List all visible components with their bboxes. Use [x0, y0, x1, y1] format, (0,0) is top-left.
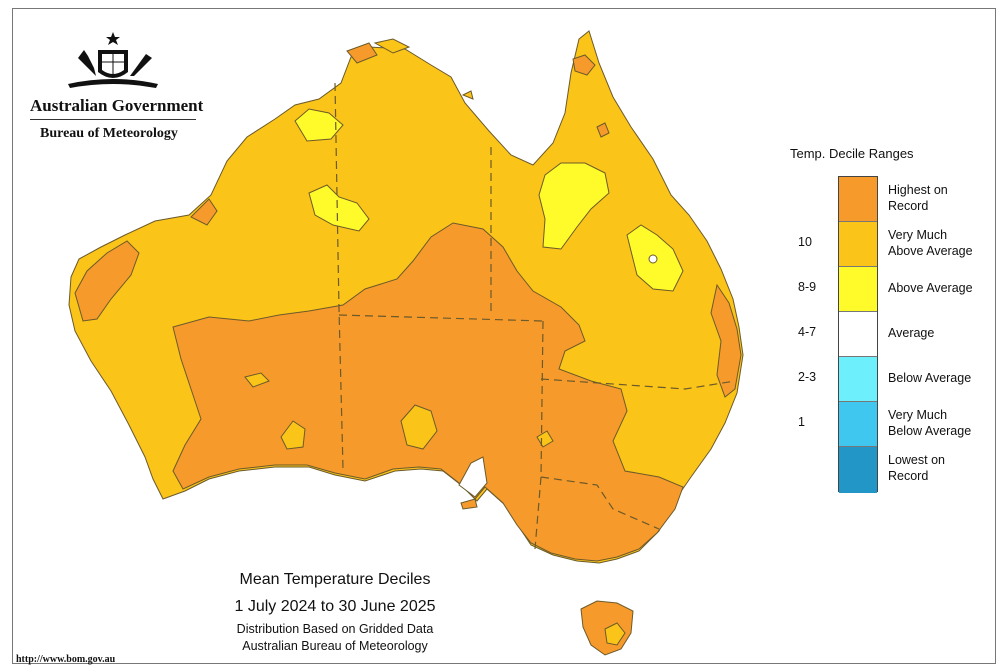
legend-swatch-0: [839, 177, 877, 222]
region-highest-cape: [572, 54, 596, 76]
legend-swatch-3: [839, 312, 877, 357]
legend-label-line2: Record: [888, 469, 929, 483]
legend-swatch-6: [839, 447, 877, 493]
map-frame: [12, 8, 996, 664]
melville-island: [373, 38, 411, 54]
legend-label-line2: Below Average: [888, 424, 972, 438]
region-vma-patch-4: [244, 372, 270, 388]
map-title: Mean Temperature Deciles: [239, 571, 431, 588]
legend-swatches: [838, 176, 878, 493]
kangaroo-island: [460, 498, 478, 510]
legend-range-2: 8-9: [798, 280, 817, 294]
legend-label-0: Highest on Record: [888, 182, 998, 214]
state-borders: [334, 82, 736, 550]
tasmania-vma: [604, 622, 626, 646]
legend-label-2: Above Average: [888, 280, 998, 296]
legend-label-line1: Very Much: [888, 228, 948, 242]
legend-swatch-2: [839, 267, 877, 312]
island-small-ne: [596, 122, 610, 138]
coat-of-arms: [28, 28, 198, 97]
legend-label-line1: Above Average: [888, 281, 973, 295]
legend-label-4: Below Average: [888, 370, 998, 386]
legend-label-line1: Average: [888, 326, 935, 340]
legend-range-5: 1: [798, 415, 805, 429]
legend-range-4: 2-3: [798, 370, 817, 384]
region-vma-patch-2: [280, 420, 306, 450]
region-above-queensland-north: [538, 162, 610, 250]
region-highest-northwest-coast: [346, 42, 378, 64]
legend-range-1: 10: [798, 235, 812, 249]
australia-map: [68, 30, 744, 656]
footer-url[interactable]: http://www.bom.gov.au: [16, 654, 116, 665]
region-highest-east: [710, 283, 742, 398]
legend-swatch-4: [839, 357, 877, 402]
region-above-kimberley: [294, 108, 344, 142]
legend-label-line1: Very Much: [888, 408, 948, 422]
government-name: Australian Government: [30, 96, 204, 115]
region-highest-nw: [190, 198, 218, 226]
legend-label-5: Very Much Below Average: [888, 407, 998, 439]
legend-label-line1: Lowest on: [888, 453, 945, 467]
region-average-spot: [648, 254, 658, 264]
map-period: 1 July 2024 to 30 June 2025: [234, 598, 436, 615]
legend-title: Temp. Decile Ranges: [790, 146, 914, 161]
region-above-inland: [308, 184, 370, 232]
header-divider: [30, 119, 196, 120]
legend-swatch-5: [839, 402, 877, 447]
legend-label-6: Lowest on Record: [888, 452, 998, 484]
legend-label-1: Very Much Above Average: [888, 227, 998, 259]
gulf-coast: [458, 456, 488, 498]
bureau-name: Bureau of Meteorology: [40, 126, 178, 141]
legend-label-3: Average: [888, 325, 998, 341]
region-highest-central: [172, 222, 684, 562]
map-method: Distribution Based on Gridded Data: [236, 622, 434, 636]
legend-range-3: 4-7: [798, 325, 817, 339]
legend-swatch-1: [839, 222, 877, 267]
island-small-gulf: [461, 90, 474, 100]
coat-of-arms-icon: [68, 32, 158, 88]
legend-label-line1: Below Average: [888, 371, 972, 385]
legend-label-line2: Above Average: [888, 244, 973, 258]
region-vma-patch-1: [400, 404, 438, 450]
region-highest-west: [74, 240, 140, 322]
legend-label-line1: Highest on: [888, 183, 948, 197]
legend-label-line2: Record: [888, 199, 929, 213]
map-source: Australian Bureau of Meteorology: [242, 639, 428, 653]
